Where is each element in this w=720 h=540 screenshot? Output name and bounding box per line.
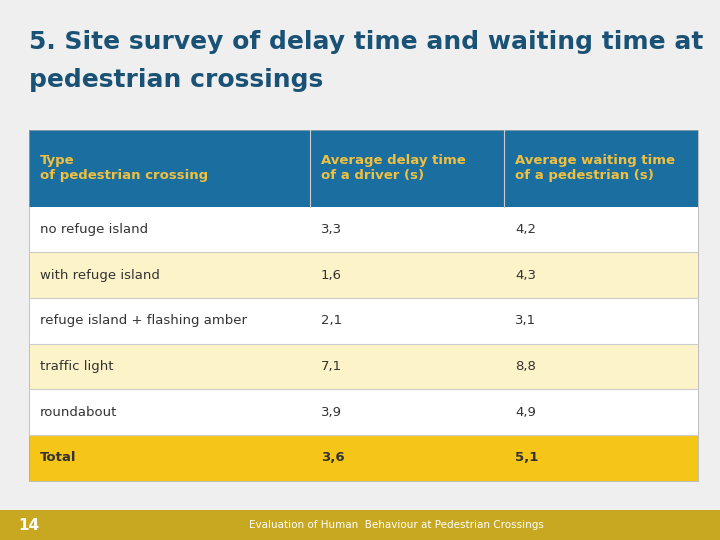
Text: Evaluation of Human  Behaviour at Pedestrian Crossings: Evaluation of Human Behaviour at Pedestr… <box>248 520 544 530</box>
Text: 4,3: 4,3 <box>515 269 536 282</box>
Text: 5. Site survey of delay time and waiting time at: 5. Site survey of delay time and waiting… <box>29 30 703 53</box>
Text: Type
of pedestrian crossing: Type of pedestrian crossing <box>40 154 208 182</box>
Text: 3,6: 3,6 <box>321 451 344 464</box>
Text: Average delay time
of a driver (s): Average delay time of a driver (s) <box>321 154 466 182</box>
Text: 3,3: 3,3 <box>321 223 342 236</box>
Text: pedestrian crossings: pedestrian crossings <box>29 68 323 91</box>
Text: 1,6: 1,6 <box>321 269 342 282</box>
Text: Total: Total <box>40 451 76 464</box>
Text: traffic light: traffic light <box>40 360 113 373</box>
Text: no refuge island: no refuge island <box>40 223 148 236</box>
Text: 14: 14 <box>18 518 39 532</box>
Text: 4,2: 4,2 <box>515 223 536 236</box>
Text: 5,1: 5,1 <box>515 451 539 464</box>
Text: 3,1: 3,1 <box>515 314 536 327</box>
Text: roundabout: roundabout <box>40 406 117 419</box>
Text: Average waiting time
of a pedestrian (s): Average waiting time of a pedestrian (s) <box>515 154 675 182</box>
Text: with refuge island: with refuge island <box>40 269 159 282</box>
Text: 7,1: 7,1 <box>321 360 342 373</box>
Text: refuge island + flashing amber: refuge island + flashing amber <box>40 314 246 327</box>
Text: 2,1: 2,1 <box>321 314 342 327</box>
Text: 3,9: 3,9 <box>321 406 342 419</box>
Text: 4,9: 4,9 <box>515 406 536 419</box>
Text: 8,8: 8,8 <box>515 360 536 373</box>
